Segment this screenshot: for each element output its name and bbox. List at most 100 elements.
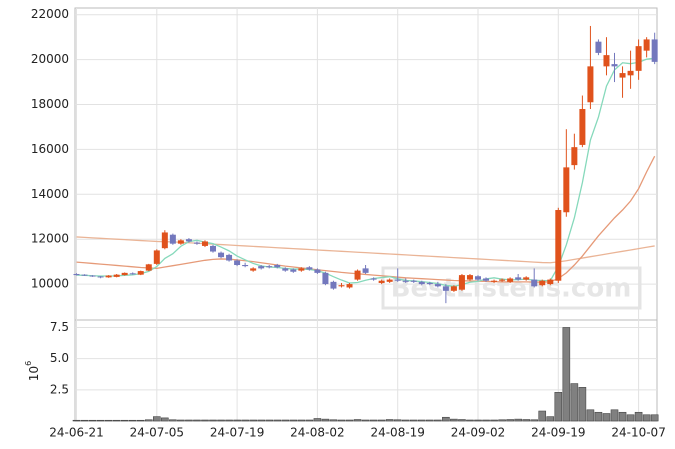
volume-bar — [610, 409, 619, 422]
volume-bar — [506, 419, 514, 422]
volume-bar — [128, 419, 137, 422]
y-tick-label: 5.0 — [50, 351, 69, 365]
y-tick-label: 16000 — [31, 142, 69, 156]
volume-bar — [530, 419, 539, 422]
candle-body — [362, 268, 369, 273]
candle-body — [475, 276, 481, 280]
candle-body — [483, 278, 490, 281]
volume-bar — [273, 419, 282, 422]
candle-body — [386, 279, 393, 282]
volume-bar — [321, 418, 330, 422]
candle-body — [587, 66, 594, 103]
candle-body — [89, 275, 96, 277]
candle-body — [242, 265, 249, 267]
candle-body — [210, 245, 217, 252]
candle-body — [346, 284, 353, 288]
volume-bar — [225, 419, 233, 422]
candle-body — [402, 280, 409, 282]
candle-body — [539, 280, 546, 286]
candle-body — [394, 279, 401, 281]
candle-body — [97, 276, 104, 278]
volume-bar — [144, 419, 153, 422]
candle-body — [330, 281, 337, 289]
volume-bar — [401, 419, 410, 422]
candle-body — [234, 260, 241, 266]
volume-bar — [257, 419, 265, 422]
watermark: BestListens.com — [391, 274, 632, 304]
volume-bar — [626, 414, 635, 422]
volume-bar — [96, 419, 105, 422]
candle-body — [354, 270, 361, 280]
candle-body — [81, 274, 88, 276]
candle-body — [458, 275, 465, 290]
candle-body — [595, 41, 602, 53]
x-tick-label: 24-07-05 — [130, 426, 184, 440]
candle-body — [185, 239, 192, 242]
volume-bar — [72, 419, 81, 422]
volume-bar — [466, 419, 474, 422]
candle-body — [491, 280, 498, 282]
volume-bar — [562, 327, 571, 422]
candle-body — [137, 271, 144, 275]
volume-bar — [634, 411, 643, 422]
candle-body — [290, 269, 297, 272]
volume-bar — [538, 410, 547, 422]
candle-body — [499, 279, 506, 281]
volume-bar — [217, 419, 225, 422]
candle-body — [611, 64, 618, 67]
volume-bar — [498, 419, 506, 422]
candle-body — [258, 266, 265, 269]
x-tick-label: 24-08-02 — [290, 426, 344, 440]
volume-bar — [305, 419, 314, 422]
candle-body — [129, 273, 136, 275]
volume-bar — [434, 419, 442, 422]
candle-body — [635, 46, 642, 71]
volume-bar — [249, 419, 257, 422]
candle-body — [619, 73, 626, 78]
volume-bar — [570, 383, 579, 422]
y-tick-label: 10000 — [31, 277, 69, 291]
candle-body — [531, 279, 538, 287]
y-tick-label: 2.5 — [50, 382, 69, 396]
y-axis-label-base: 10 — [27, 366, 41, 381]
candle-body — [282, 268, 289, 271]
volume-bar — [169, 419, 177, 422]
y-axis-label: 106 — [24, 361, 41, 381]
volume-bar — [153, 416, 161, 422]
volume-bar — [474, 419, 482, 422]
candle-body — [201, 241, 208, 246]
volume-bar — [490, 419, 498, 422]
candle-body — [450, 286, 457, 291]
volume-bar — [369, 419, 378, 422]
candle-body — [555, 210, 562, 281]
candle-body — [105, 275, 112, 278]
volume-bar — [201, 419, 209, 422]
candle-body — [434, 284, 441, 287]
candle-body — [466, 275, 473, 280]
watermark-box — [381, 266, 642, 310]
volume-bar — [578, 387, 587, 422]
x-tick-label: 24-08-19 — [370, 426, 424, 440]
volume-bar — [193, 419, 201, 422]
candle-body — [121, 272, 128, 276]
candle-body — [145, 264, 152, 271]
candle-body — [153, 250, 160, 264]
candle-body — [426, 282, 433, 285]
candle-body — [338, 285, 345, 287]
volume-bar — [209, 419, 217, 422]
x-tick-label: 24-06-21 — [49, 426, 103, 440]
volume-bar — [241, 419, 249, 422]
volume-bar — [554, 392, 563, 422]
candle-body — [314, 269, 321, 273]
candle-body — [266, 266, 273, 268]
volume-bar — [409, 419, 418, 422]
y-tick-label: 7.5 — [50, 320, 69, 334]
candle-body — [250, 268, 257, 271]
candle-body — [113, 274, 120, 277]
volume-bar — [112, 419, 121, 422]
candle-body — [226, 254, 233, 261]
x-tick-label: 24-07-19 — [210, 426, 264, 440]
candle-body — [73, 273, 80, 276]
volume-bar — [586, 409, 595, 422]
